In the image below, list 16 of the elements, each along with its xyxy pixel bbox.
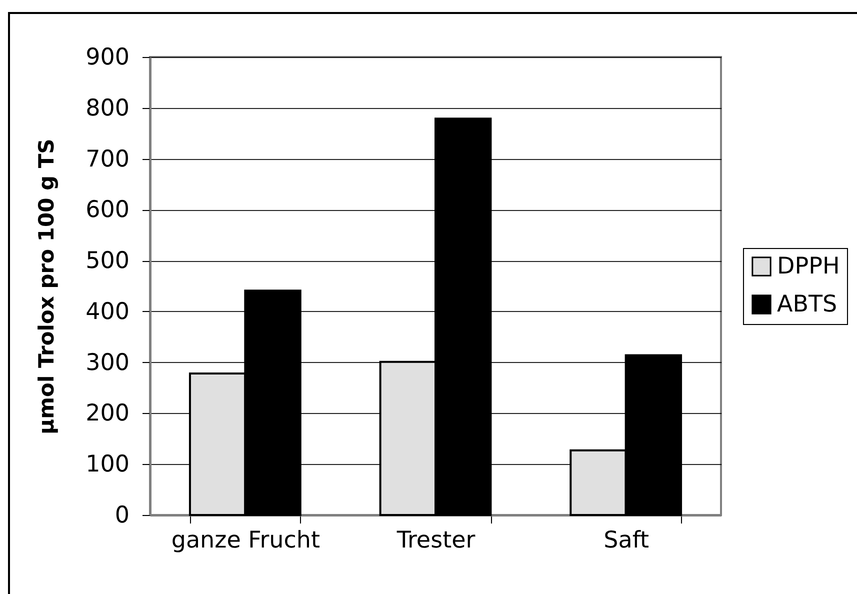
y-tick-label: 800 <box>86 95 130 122</box>
legend-label: DPPH <box>777 254 840 280</box>
y-tick-label: 200 <box>86 400 130 427</box>
x-tick-label: Saft <box>604 528 650 554</box>
y-tick-label: 600 <box>86 197 130 224</box>
x-tick-label: Trester <box>396 528 476 554</box>
y-tick-label: 900 <box>86 44 130 70</box>
y-tick-label: 300 <box>86 350 130 376</box>
legend-label: ABTS <box>777 292 838 318</box>
y-tick-label: 700 <box>86 146 130 172</box>
y-tick-label: 500 <box>86 248 130 274</box>
x-tick-label: ganze Frucht <box>171 528 320 554</box>
y-tick-label: 100 <box>86 452 130 478</box>
y-tick-label: 400 <box>86 298 130 325</box>
y-axis-title: µmol Trolox pro 100 g TS <box>34 138 59 434</box>
y-tick-label: 0 <box>114 502 130 528</box>
